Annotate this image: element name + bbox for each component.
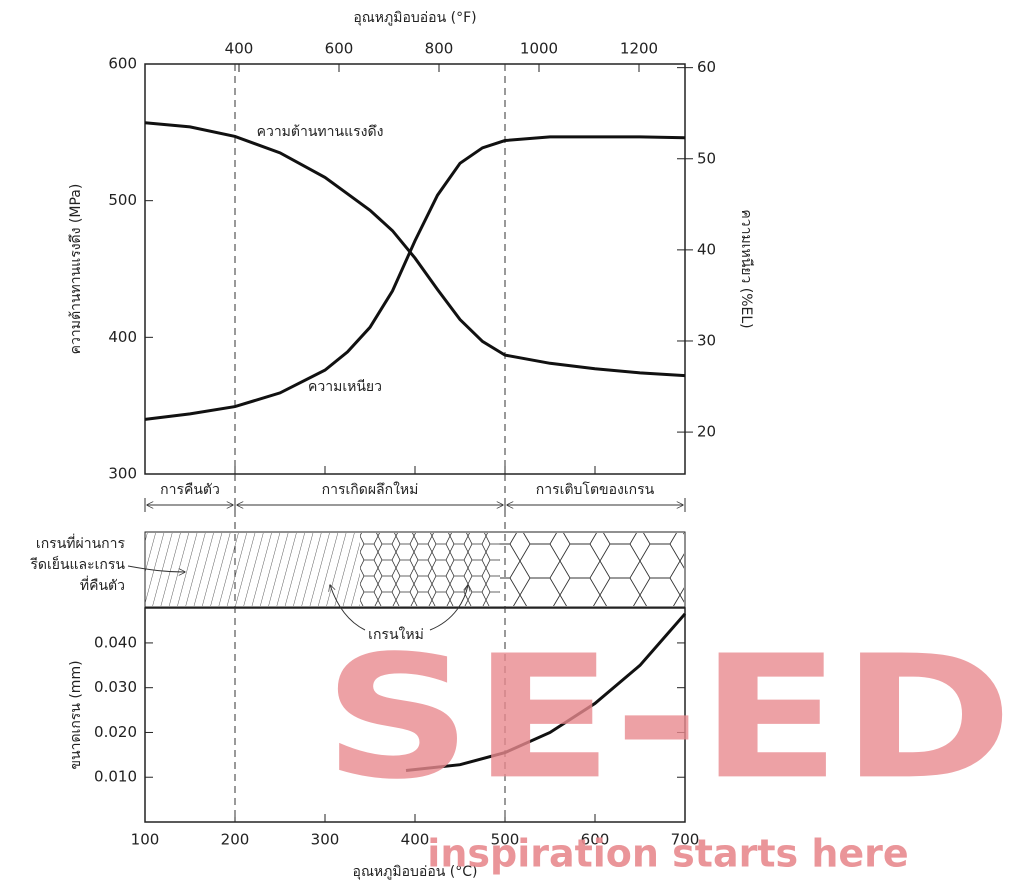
y-tick-label: 600 (108, 55, 137, 73)
plot-frame (145, 64, 685, 474)
y-tick-label: 0.020 (94, 723, 137, 741)
x-axis-title: อุณหภูมิอบอ่อน (°F) (353, 10, 476, 26)
region-label: การเติบโตของเกรน (536, 481, 655, 498)
x-tick-label: 400 (401, 831, 430, 849)
region-label: การเกิดผลึกใหม่ (322, 481, 419, 498)
y2-tick-label: 60 (697, 58, 716, 76)
x-tick-label: 200 (221, 831, 250, 849)
y-tick-label: 0.030 (94, 678, 137, 696)
y2-tick-label: 40 (697, 240, 716, 258)
x-tick-label: 400 (225, 40, 254, 58)
x-tick-label: 1000 (520, 40, 558, 58)
figure: 400 600 800 1000 1200 อุณหภูมิอบอ่อน (°F) 300 4… (0, 0, 1030, 888)
y-tick-label: 400 (108, 328, 137, 346)
y-axis-title: ขนาดเกรน (mm) (68, 660, 84, 769)
y2-tick-label: 20 (697, 423, 716, 441)
series-label: ความต้านทานแรงดึง (257, 124, 384, 140)
y2-tick-label: 30 (697, 331, 716, 349)
watermark-tagline: inspiration starts here (427, 832, 908, 876)
y-tick-label: 300 (108, 465, 137, 483)
y-axis-title: ความต้านทานแรงดึง (MPa) (68, 184, 84, 355)
x-tick-label: 1200 (620, 40, 658, 58)
y2-tick-label: 50 (697, 149, 716, 167)
x-tick-label: 100 (131, 831, 160, 849)
micro-label: รีดเย็นและเกรน (30, 555, 126, 573)
micro-label: ที่คืนตัว (80, 576, 125, 594)
charts: 400 600 800 1000 1200 อุณหภูมิอบอ่อน (°F) 300 4… (30, 10, 1013, 880)
x-tick-label: 800 (425, 40, 454, 58)
y-tick-label: 0.010 (94, 768, 137, 786)
y2-axis-title: ความเหนียว (%EL) (738, 209, 754, 328)
x-tick-label: 600 (325, 40, 354, 58)
x-tick-label: 300 (311, 831, 340, 849)
data-line (145, 123, 685, 376)
series-label: ความเหนียว (308, 379, 382, 395)
region-label: การคืนตัว (160, 482, 220, 498)
y-tick-label: 500 (108, 191, 137, 209)
y-tick-label: 0.040 (94, 633, 137, 651)
data-line (145, 137, 685, 419)
micro-label: เกรนที่ผ่านการ (36, 534, 126, 552)
microstructure (145, 532, 685, 607)
watermark-title: SE-ED (323, 619, 1013, 817)
